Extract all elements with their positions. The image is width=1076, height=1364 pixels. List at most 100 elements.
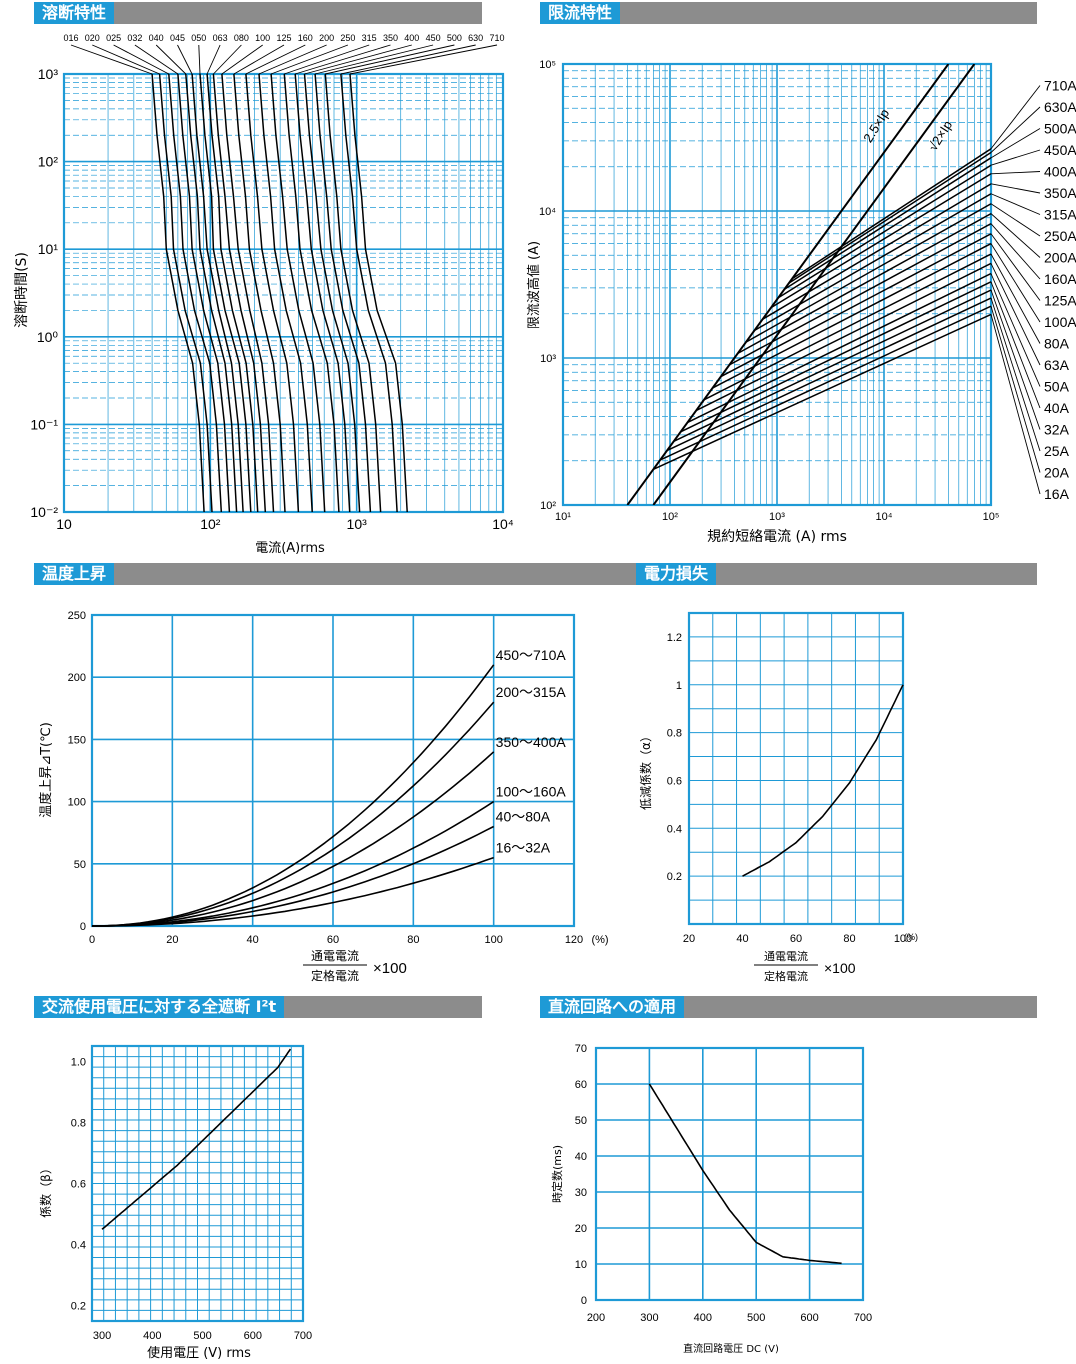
y-axis-title: 温度上昇⊿T(℃): [38, 722, 54, 818]
melting-curve: [191, 73, 244, 513]
series-leader: [990, 289, 1041, 430]
limiting-curve: [784, 157, 991, 290]
temperature-curve: [91, 701, 495, 927]
x-axis-title-multiplier: ×100: [373, 960, 407, 977]
series-label: 630A: [1044, 99, 1076, 115]
limiting-curve: [791, 148, 991, 280]
y-tick-label: 10⁴: [539, 206, 556, 218]
y-tick-label: 150: [68, 734, 86, 746]
series-label: 20A: [1044, 465, 1070, 481]
melting-curve: [258, 73, 313, 513]
melting-curve: [168, 73, 223, 513]
y-tick-label: 0.4: [71, 1240, 86, 1252]
x-axis-title: 直流回路電圧 DC (V): [683, 1342, 779, 1355]
y-tick-label: 10²: [540, 500, 556, 512]
series-label: 16A: [1044, 486, 1070, 502]
limiting-curve: [680, 281, 991, 433]
rating-leader: [270, 44, 349, 75]
x-tick-label: 0: [89, 934, 95, 946]
y-tick-label: 20: [575, 1223, 587, 1235]
y-tick-label: 1: [676, 680, 682, 692]
series-leader: [990, 203, 1041, 237]
section-title-temperature: 温度上昇: [34, 563, 115, 585]
rating-label: 045: [170, 33, 185, 43]
rating-label: 016: [63, 33, 78, 43]
section-bar-dc: 直流回路への適用: [540, 996, 1037, 1018]
y-tick-label: 0.2: [71, 1301, 86, 1313]
series-label: 710A: [1044, 78, 1076, 94]
series-label: 32A: [1044, 422, 1070, 438]
x-tick-label: 60: [790, 933, 802, 945]
x-tick-label: 600: [244, 1330, 262, 1342]
series-label: 350A: [1044, 185, 1076, 201]
rating-leader: [284, 44, 370, 75]
melting-curve: [283, 73, 340, 513]
y-tick-label: 0: [581, 1295, 587, 1307]
series-label: 315A: [1044, 207, 1076, 223]
x-tick-label: 300: [640, 1312, 658, 1324]
section-bar-power: 電力損失: [636, 563, 1037, 585]
series-leader: [990, 149, 1041, 166]
rating-leader: [304, 44, 412, 75]
limiting-curve: [729, 223, 991, 366]
rating-leader: [221, 44, 263, 75]
limiting-curve: [712, 242, 991, 389]
x-tick-label: 100: [484, 934, 502, 946]
x-tick-label: 600: [800, 1312, 818, 1324]
series-leader: [990, 243, 1041, 323]
x-tick-label: 10⁴: [492, 516, 514, 532]
reference-label: √2×Ip: [925, 118, 955, 154]
x-tick-label: 80: [843, 933, 855, 945]
series-label: 350〜400A: [496, 734, 567, 750]
rating-label: 050: [191, 33, 206, 43]
y-tick-label: 70: [575, 1043, 587, 1055]
limiting-curve: [754, 193, 991, 332]
y-tick-label: 0.6: [71, 1179, 86, 1191]
plot-frame: [90, 1044, 305, 1323]
x-tick-label: 700: [294, 1330, 312, 1342]
limiting-curve: [659, 305, 991, 461]
series-leader: [990, 128, 1041, 159]
rating-label: 350: [383, 33, 398, 43]
limiting-curve: [720, 233, 991, 378]
x-tick-label: 400: [143, 1330, 161, 1342]
melting-curve: [177, 73, 231, 513]
rating-leader: [213, 44, 242, 75]
series-label: 160A: [1044, 271, 1076, 287]
y-tick-label: 10⁵: [539, 59, 556, 71]
y-tick-label: 0.8: [667, 728, 682, 740]
y-tick-label: 40: [575, 1151, 587, 1163]
y-tick-label: 50: [74, 859, 86, 871]
x-tick-label: 300: [93, 1330, 111, 1342]
series-label: 450A: [1044, 142, 1076, 158]
x-axis-title: 電流(A)rms: [255, 541, 325, 556]
y-tick-label: 0.2: [667, 871, 682, 883]
plot-frame: [594, 1046, 865, 1302]
series-leader: [990, 85, 1041, 150]
series-label: 125A: [1044, 293, 1076, 309]
rating-leader: [349, 44, 498, 75]
limiting-curve: [770, 173, 991, 309]
section-title-power: 電力損失: [636, 563, 717, 585]
plot-frame: [90, 613, 576, 928]
section-bar-limiting: 限流特性: [540, 2, 1037, 24]
x-axis-title: 規約短絡電流 (A) rms: [707, 529, 847, 545]
y-tick-label: 0.4: [667, 823, 682, 835]
series-leader: [990, 223, 1041, 280]
rating-leader: [134, 44, 179, 75]
x-axis-title-denominator: 定格電流: [311, 968, 359, 983]
x-axis-title-numerator: 通電電流: [311, 949, 359, 963]
x-tick-label: 500: [747, 1312, 765, 1324]
y-tick-label: 10¹: [38, 241, 59, 257]
series-leader: [990, 273, 1041, 387]
rating-leader: [295, 44, 391, 75]
rating-leader: [198, 44, 201, 75]
section-title-melting: 溶断特性: [34, 2, 115, 24]
x-tick-label: 10: [56, 516, 72, 532]
y-tick-label: 10³: [38, 66, 59, 82]
series-label: 25A: [1044, 443, 1070, 459]
x-tick-label: 10²: [662, 511, 678, 523]
series-label: 16〜32A: [496, 840, 551, 856]
rating-leader: [258, 44, 327, 75]
x-tick-label: 100: [894, 933, 912, 945]
